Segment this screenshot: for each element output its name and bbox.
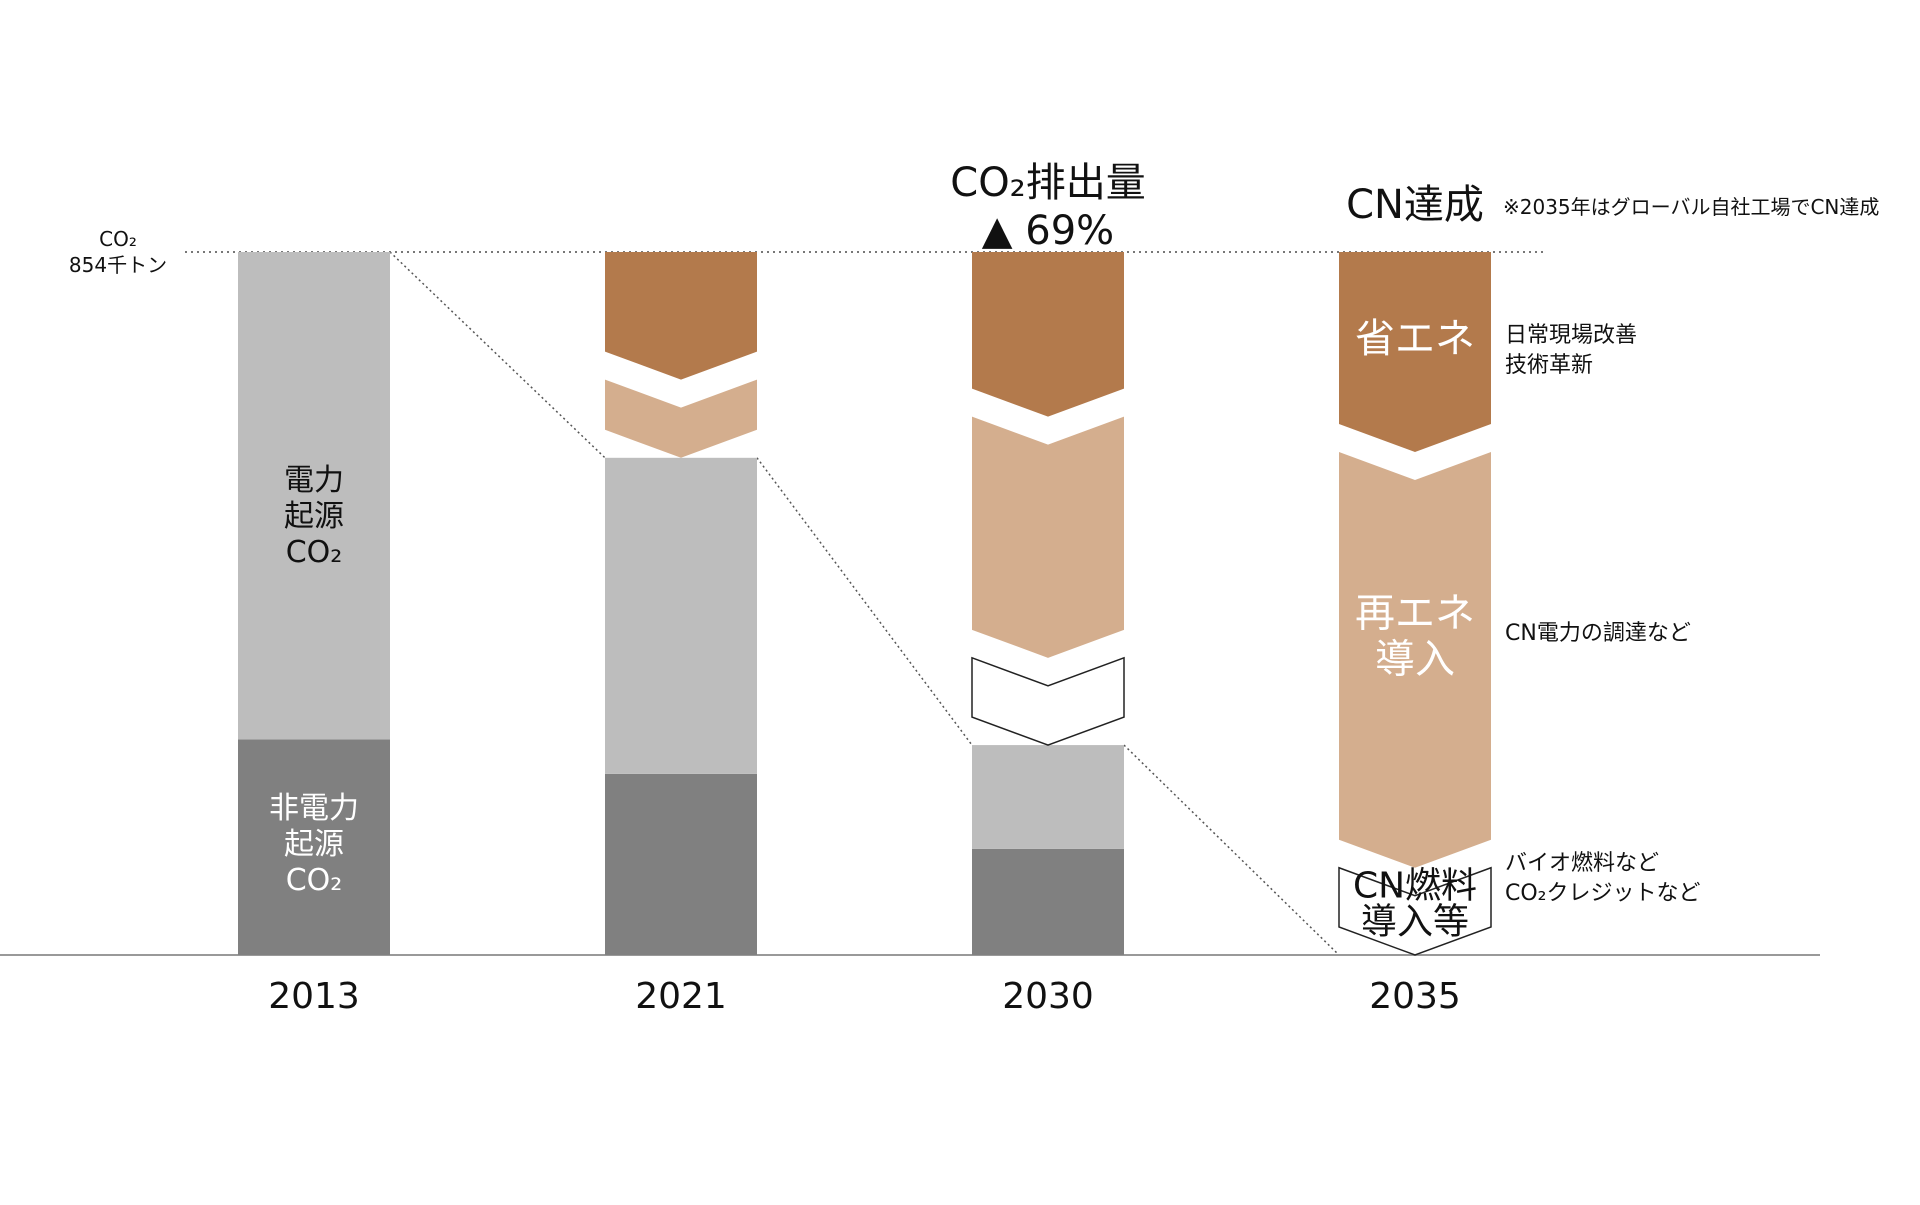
bar-2021-renewable bbox=[605, 379, 757, 458]
cn-achievement-note: ※2035年はグローバル自社工場でCN達成 bbox=[1503, 195, 1879, 219]
bar-2013-power-label-0: 電力 bbox=[284, 463, 344, 498]
bar-2030-non-power bbox=[972, 848, 1124, 955]
saving-desc-0: 日常現場改善 bbox=[1505, 323, 1637, 348]
bar-2013-power bbox=[238, 252, 390, 740]
bar-2013-non-power bbox=[238, 739, 390, 955]
bar-2035-cn-fuel bbox=[1338, 866, 1492, 956]
bar-2013-power-label-2: CO₂ bbox=[286, 535, 343, 570]
bar-2035-fuel-label-0: CN燃料 bbox=[1353, 866, 1477, 907]
connector-line-2013-2021 bbox=[389, 251, 606, 459]
bar-2035-renew-label-1: 導入 bbox=[1375, 637, 1455, 683]
x-tick-label-2035: 2035 bbox=[1369, 976, 1461, 1017]
bar-2021-energy-saving bbox=[605, 252, 757, 380]
bar-2030-renewable bbox=[972, 416, 1124, 658]
bar-2030-energy-saving bbox=[972, 252, 1124, 417]
cn-achievement-title: CN達成 bbox=[1346, 182, 1484, 228]
x-tick-label-2021: 2021 bbox=[635, 976, 727, 1017]
bar-2013-nonpower-label-0: 非電力 bbox=[269, 791, 359, 826]
bar-2035-renewable bbox=[1339, 452, 1491, 868]
renew-desc: CN電力の調達など bbox=[1505, 621, 1691, 646]
reduction-percent: ▲ 69% bbox=[982, 208, 1114, 254]
connector-line-2021-2030 bbox=[756, 457, 973, 746]
x-tick-label-2013: 2013 bbox=[268, 976, 360, 1017]
unit-label-co2: CO₂ bbox=[99, 227, 137, 251]
bar-2035-saving-label: 省エネ bbox=[1355, 316, 1475, 362]
emission-title: CO₂排出量 bbox=[950, 160, 1145, 206]
bar-2035-fuel-label-1: 導入等 bbox=[1361, 902, 1469, 943]
bar-2021-power bbox=[605, 457, 757, 774]
bar-2035-renew-label-0: 再エネ bbox=[1355, 591, 1475, 637]
saving-desc-1: 技術革新 bbox=[1505, 353, 1593, 378]
connector-line-2030-2035 bbox=[1123, 744, 1340, 956]
bar-2021-non-power bbox=[605, 773, 757, 955]
bar-2013-nonpower-label-2: CO₂ bbox=[286, 863, 343, 898]
fuel-desc-1: CO₂クレジットなど bbox=[1505, 881, 1701, 906]
bar-2035-energy-saving bbox=[1339, 252, 1491, 453]
bar-2030-cn-fuel bbox=[971, 656, 1125, 746]
fuel-desc-0: バイオ燃料など bbox=[1505, 851, 1659, 876]
bar-2013-nonpower-label-1: 起源 bbox=[284, 827, 344, 862]
unit-label-amount: 854千トン bbox=[69, 253, 167, 277]
x-tick-label-2030: 2030 bbox=[1002, 976, 1094, 1017]
bar-2013-power-label-1: 起源 bbox=[284, 499, 344, 534]
bar-2030-power bbox=[972, 745, 1124, 849]
